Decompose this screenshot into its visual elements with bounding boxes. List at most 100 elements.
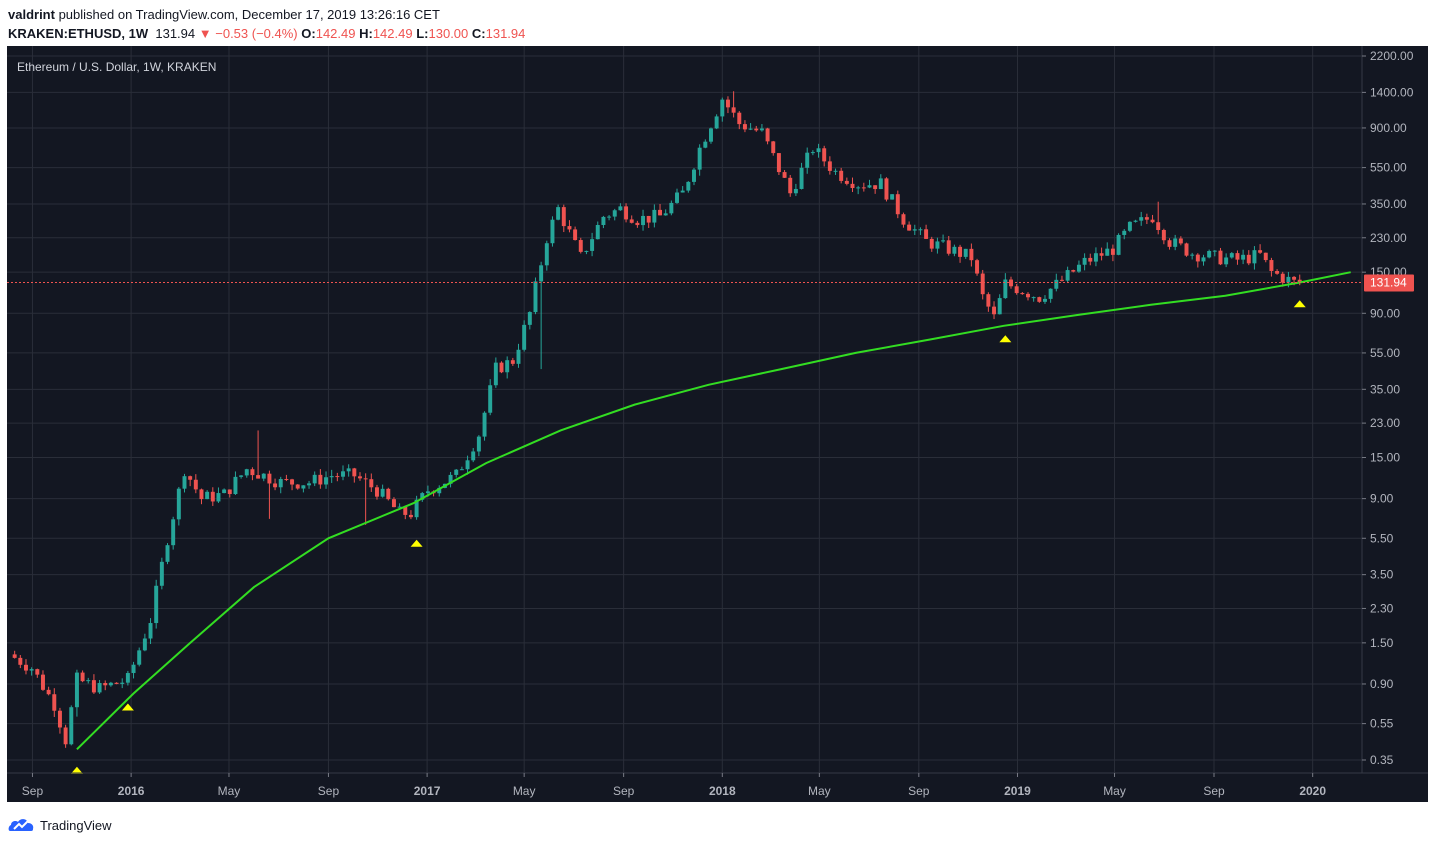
price-tick-label: 230.00 xyxy=(1370,231,1407,245)
candle-body xyxy=(57,710,62,728)
candle-body xyxy=(1088,257,1093,262)
candle-body xyxy=(1218,250,1223,265)
candle-body xyxy=(40,674,45,690)
candle-body xyxy=(992,306,997,315)
candle-body xyxy=(731,107,736,113)
candle-body xyxy=(182,476,187,489)
candle-body xyxy=(544,243,549,266)
candle-body xyxy=(1297,279,1302,283)
candle-body xyxy=(267,473,272,484)
candle-body xyxy=(222,489,227,494)
candle-body xyxy=(454,469,459,475)
candle-body xyxy=(539,265,544,282)
candle-body xyxy=(380,488,385,497)
candle-body xyxy=(918,229,923,231)
candle-body xyxy=(278,479,283,488)
candle-body xyxy=(567,226,572,230)
candle-body xyxy=(307,483,312,486)
time-axis[interactable]: Sep 2016 May Sep 2017 May Sep 2018 May Sep 2019 May… xyxy=(7,772,1428,798)
candle-body xyxy=(199,489,204,500)
time-tick-label: Sep xyxy=(1203,784,1225,798)
support-marker-icon xyxy=(410,539,423,547)
candle-body xyxy=(697,147,702,170)
tradingview-logo[interactable]: TradingView xyxy=(8,816,112,834)
candle-body xyxy=(1173,238,1178,247)
candle-body xyxy=(1003,279,1008,299)
candle-body xyxy=(216,493,221,502)
change-down-icon: ▼ xyxy=(198,26,212,41)
candle-body xyxy=(1054,279,1059,289)
candle-body xyxy=(1224,257,1229,265)
candle-body xyxy=(295,484,300,489)
support-marker-icon xyxy=(70,766,83,774)
candle-body xyxy=(1252,250,1257,264)
footer: TradingView xyxy=(0,805,1436,844)
candle-body xyxy=(1167,240,1172,247)
publisher-name[interactable]: valdrint xyxy=(8,7,55,22)
candle-body xyxy=(86,680,91,682)
candle-body xyxy=(261,473,266,479)
candle-body xyxy=(810,152,815,154)
price-tick-label: 3.50 xyxy=(1370,568,1394,582)
candle-body xyxy=(1116,234,1121,255)
time-tick-label: Sep xyxy=(908,784,930,798)
candle-body xyxy=(652,209,657,223)
candle-body xyxy=(1071,270,1076,272)
candle-body xyxy=(1161,230,1166,241)
candle-body xyxy=(1037,297,1042,302)
candle-body xyxy=(1093,253,1098,262)
candle-body xyxy=(341,471,345,477)
candle-body xyxy=(969,248,974,261)
candle-body xyxy=(788,177,793,194)
price-tick-label: 0.55 xyxy=(1370,717,1394,731)
candle-body xyxy=(867,185,872,188)
candle-body xyxy=(680,190,685,193)
candle-body xyxy=(233,476,238,495)
time-tick-label: May xyxy=(808,784,831,798)
candle-body xyxy=(952,246,957,254)
candle-body xyxy=(669,202,674,214)
candle-body xyxy=(227,489,232,495)
high-label: H: xyxy=(359,26,373,41)
candle-body xyxy=(1269,260,1274,272)
candle-body xyxy=(114,682,119,684)
candle-body xyxy=(1122,230,1127,235)
price-tick-label: 9.00 xyxy=(1370,492,1394,506)
candle-body xyxy=(352,468,357,477)
published-text: published on TradingView.com, December 1… xyxy=(54,7,440,22)
candle-body xyxy=(193,479,198,490)
candle-body xyxy=(941,240,946,242)
candle-body xyxy=(488,385,493,413)
price-axis[interactable]: 2200.00 1400.00 900.00 550.00 350.00 230.00 15… xyxy=(1361,46,1414,773)
candle-body xyxy=(103,683,108,686)
candle-body xyxy=(137,650,142,665)
price-tick-label: 15.00 xyxy=(1370,451,1400,465)
candle-body xyxy=(499,362,504,373)
symbol-info: KRAKEN:ETHUSD, 1W 131.94 ▼ −0.53 (−0.4%)… xyxy=(8,26,525,41)
candle-body xyxy=(24,664,28,671)
price-chart[interactable]: 2200.00 1400.00 900.00 550.00 350.00 230.00 15… xyxy=(7,46,1428,802)
chart-panel[interactable] xyxy=(7,46,1428,802)
candle-body xyxy=(465,460,470,470)
candle-body xyxy=(946,240,951,254)
candle-body xyxy=(120,682,125,684)
candle-body xyxy=(1110,248,1115,255)
candle-body xyxy=(912,229,917,231)
candle-body xyxy=(686,181,691,191)
candle-body xyxy=(125,673,130,683)
candle-body xyxy=(448,474,453,484)
time-tick-label: Sep xyxy=(22,784,44,798)
candle-body xyxy=(324,477,329,485)
candle-body xyxy=(210,491,215,502)
candle-body xyxy=(550,219,555,244)
low-label: L: xyxy=(416,26,429,41)
candle-body xyxy=(482,412,487,437)
candle-body xyxy=(358,476,362,479)
candle-body xyxy=(1229,253,1234,258)
candle-body xyxy=(935,241,940,249)
time-tick-label: May xyxy=(513,784,536,798)
candle-body xyxy=(980,273,985,295)
candle-body xyxy=(561,207,566,227)
candle-body xyxy=(759,128,764,131)
support-marker-icon xyxy=(999,335,1012,343)
